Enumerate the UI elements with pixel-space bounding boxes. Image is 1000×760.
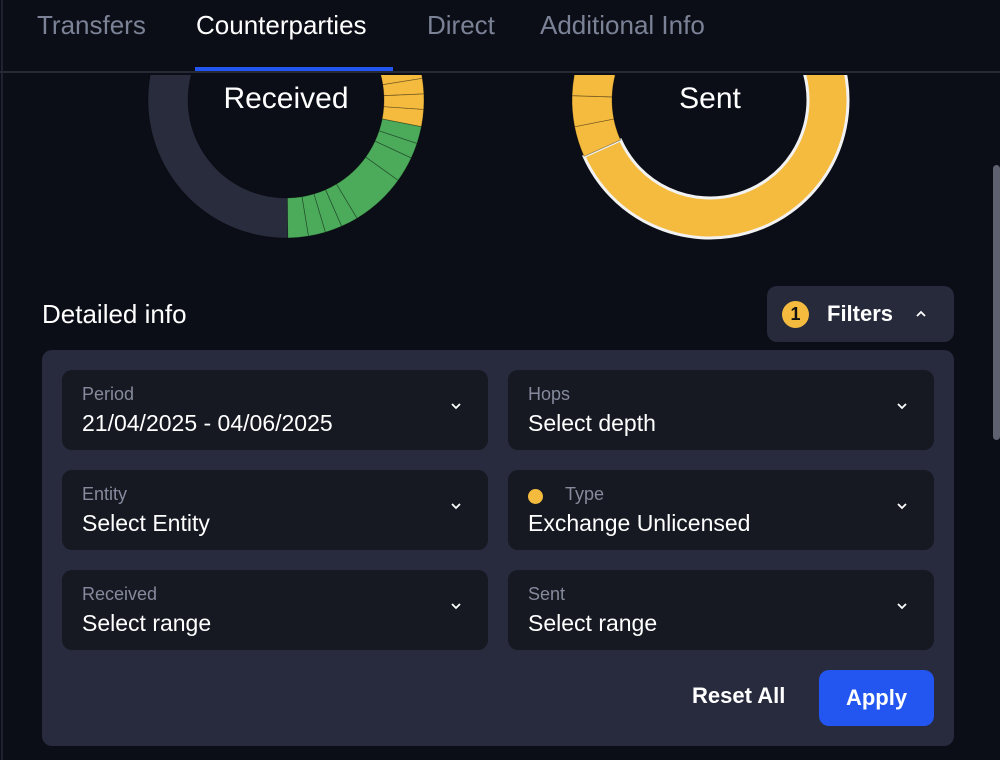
received-segment[interactable]	[286, 196, 309, 239]
reset-all-button[interactable]: Reset All	[692, 683, 786, 708]
section-title: Detailed info	[42, 299, 187, 329]
hops-value: Select depth	[528, 410, 656, 436]
chevron-down-icon	[451, 403, 461, 410]
tab-transfers[interactable]: Transfers	[37, 10, 146, 40]
received-segment[interactable]	[147, 75, 289, 239]
chevron-down-icon	[897, 603, 907, 610]
filter-count-badge: 1	[782, 300, 809, 328]
period-dropdown[interactable]: Period 21/04/2025 - 04/06/2025	[62, 370, 488, 450]
chevron-down-icon	[451, 503, 461, 510]
sent-chart-label: Sent	[679, 82, 741, 115]
active-tab-indicator	[195, 67, 393, 71]
received-chart-label: Received	[223, 82, 349, 115]
apply-button[interactable]: Apply	[819, 670, 934, 726]
donut-charts	[147, 75, 850, 240]
received-segment[interactable]	[301, 193, 326, 237]
tab-additional-info[interactable]: Additional Info	[540, 10, 705, 40]
received-segment[interactable]	[378, 118, 422, 144]
tab-bar: Transfers Counterparties Direct Addition…	[0, 0, 1000, 73]
period-value: 21/04/2025 - 04/06/2025	[82, 410, 333, 436]
chevron-up-icon	[916, 310, 926, 317]
type-label: Type	[565, 484, 605, 504]
type-value: Exchange Unlicensed	[528, 510, 751, 536]
filters-panel: Reset All Apply Period 21/04/2025 - 04/06…	[42, 350, 954, 746]
active-filter-dot	[528, 489, 543, 504]
tab-counterparties[interactable]: Counterparties	[196, 10, 367, 40]
sent-label: Sent	[528, 584, 566, 604]
received-dropdown[interactable]: Received Select range	[62, 570, 488, 650]
chevron-down-icon	[451, 603, 461, 610]
hops-label: Hops	[528, 384, 571, 404]
sent-segment[interactable]	[582, 75, 850, 240]
period-label: Period	[82, 384, 135, 404]
chevron-down-icon	[897, 503, 907, 510]
panel-border	[1, 0, 3, 760]
received-segment[interactable]	[313, 189, 343, 233]
hops-dropdown[interactable]: Hops Select depth	[508, 370, 934, 450]
received-label: Received	[82, 584, 158, 604]
filters-toggle-button[interactable]: 1 Filters	[767, 286, 954, 342]
received-value: Select range	[82, 610, 212, 636]
sent-segment[interactable]	[574, 118, 622, 157]
charts-area: Received Sent	[0, 75, 1000, 255]
sent-dropdown[interactable]: Sent Select range	[508, 570, 934, 650]
type-dropdown[interactable]: Type Exchange Unlicensed	[508, 470, 934, 550]
filters-label: Filters	[827, 301, 894, 326]
chevron-down-icon	[897, 403, 907, 410]
entity-dropdown[interactable]: Entity Select Entity	[62, 470, 488, 550]
received-segment[interactable]	[382, 77, 425, 97]
entity-value: Select Entity	[82, 510, 210, 536]
entity-label: Entity	[82, 484, 128, 504]
sent-value: Select range	[528, 610, 658, 636]
sent-segment[interactable]	[571, 75, 616, 98]
received-segment[interactable]	[380, 75, 423, 86]
received-segment[interactable]	[374, 130, 418, 159]
scrollbar[interactable]	[993, 165, 1000, 440]
tab-direct[interactable]: Direct	[427, 10, 495, 40]
